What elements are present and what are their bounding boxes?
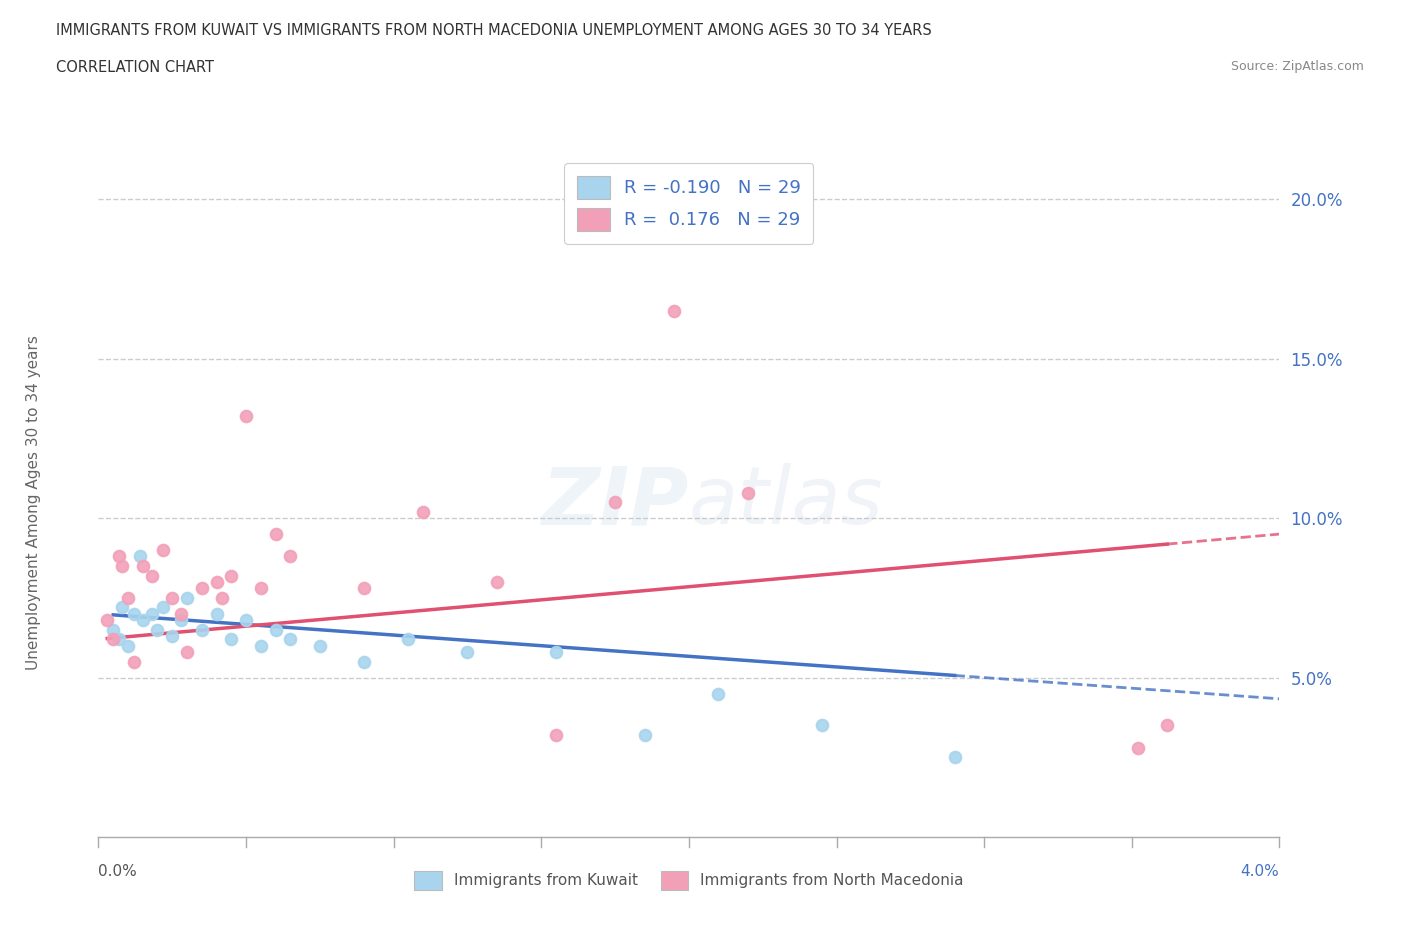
Point: [103, 622, 125, 637]
Point: [1126, 740, 1149, 755]
Point: [544, 644, 567, 659]
Point: [176, 644, 198, 659]
Point: [152, 600, 174, 615]
Point: [205, 606, 228, 621]
Text: atlas: atlas: [689, 463, 884, 541]
Point: [190, 622, 214, 637]
Point: [396, 631, 419, 646]
Point: [278, 631, 301, 646]
Point: [219, 568, 242, 583]
Point: [152, 542, 174, 557]
Point: [544, 727, 567, 742]
Point: [108, 631, 131, 646]
Point: [737, 485, 759, 500]
Point: [412, 504, 434, 519]
Point: [122, 606, 145, 621]
Point: [456, 644, 478, 659]
Point: [810, 718, 832, 733]
Point: [141, 568, 163, 583]
Point: [170, 606, 193, 621]
Point: [132, 559, 155, 574]
Point: [162, 629, 183, 644]
Point: [943, 750, 966, 764]
Text: 0.0%: 0.0%: [98, 864, 138, 879]
Point: [633, 727, 655, 742]
Point: [108, 549, 131, 564]
Point: [707, 686, 730, 701]
Point: [190, 581, 214, 596]
Text: CORRELATION CHART: CORRELATION CHART: [56, 60, 214, 75]
Point: [111, 559, 134, 574]
Point: [250, 638, 273, 653]
Text: ZIP: ZIP: [541, 463, 689, 541]
Point: [117, 591, 139, 605]
Point: [1156, 718, 1178, 733]
Point: [486, 575, 509, 590]
Point: [128, 549, 150, 564]
Point: [219, 631, 242, 646]
Point: [235, 613, 257, 628]
Text: 4.0%: 4.0%: [1240, 864, 1279, 879]
Point: [250, 581, 273, 596]
Point: [170, 613, 193, 628]
Point: [141, 606, 163, 621]
Point: [96, 613, 118, 628]
Point: [103, 631, 125, 646]
Text: Unemployment Among Ages 30 to 34 years: Unemployment Among Ages 30 to 34 years: [25, 335, 41, 670]
Point: [278, 549, 301, 564]
Point: [122, 654, 145, 669]
Text: Source: ZipAtlas.com: Source: ZipAtlas.com: [1230, 60, 1364, 73]
Point: [308, 638, 332, 653]
Point: [664, 303, 686, 318]
Point: [211, 591, 233, 605]
Point: [176, 591, 198, 605]
Point: [132, 613, 155, 628]
Point: [162, 591, 183, 605]
Point: [353, 581, 375, 596]
Point: [205, 575, 228, 590]
Point: [353, 654, 375, 669]
Point: [264, 526, 287, 541]
Point: [117, 638, 139, 653]
Text: IMMIGRANTS FROM KUWAIT VS IMMIGRANTS FROM NORTH MACEDONIA UNEMPLOYMENT AMONG AGE: IMMIGRANTS FROM KUWAIT VS IMMIGRANTS FRO…: [56, 23, 932, 38]
Point: [235, 408, 257, 423]
Point: [264, 622, 287, 637]
Legend: Immigrants from Kuwait, Immigrants from North Macedonia: Immigrants from Kuwait, Immigrants from …: [408, 865, 970, 897]
Point: [111, 600, 134, 615]
Point: [146, 622, 169, 637]
Point: [605, 495, 627, 510]
